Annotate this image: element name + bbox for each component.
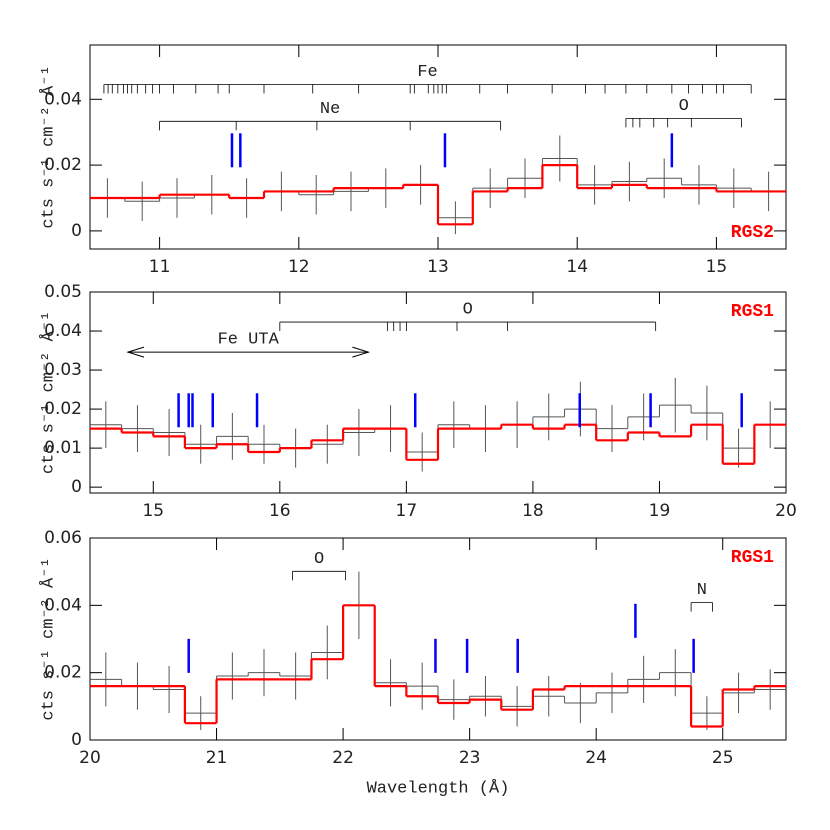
x-tick-label: 25 xyxy=(712,748,734,768)
x-tick-label: 24 xyxy=(585,748,607,768)
bracket-label: O xyxy=(314,550,324,569)
y-tick-label: 0.02 xyxy=(44,155,82,175)
y-tick-label: 0 xyxy=(71,730,82,750)
x-tick-label: 15 xyxy=(142,501,164,521)
y-axis-label: cts s⁻¹ cm⁻² Å⁻¹ xyxy=(39,311,58,474)
panel-label: RGS1 xyxy=(731,548,774,568)
y-tick-label: 0.05 xyxy=(44,282,82,302)
x-tick-label: 23 xyxy=(459,748,481,768)
plot-frame xyxy=(89,537,787,741)
bracket-label: O xyxy=(463,301,473,320)
plot-frame xyxy=(89,291,787,494)
x-tick-label: 20 xyxy=(79,748,101,768)
arrow-head xyxy=(126,346,145,358)
y-tick-label: 0.02 xyxy=(44,399,82,419)
x-tick-label: 19 xyxy=(649,501,671,521)
bracket-label: Fe xyxy=(417,63,437,82)
x-tick-label: 16 xyxy=(269,501,291,521)
x-tick-label: 14 xyxy=(566,257,588,277)
y-tick-label: 0.04 xyxy=(44,321,82,341)
panel-label: RGS1 xyxy=(731,302,774,322)
x-tick-label: 18 xyxy=(522,501,544,521)
x-tick-label: 13 xyxy=(427,257,449,277)
bracket-label: N xyxy=(697,581,707,600)
y-tick-label: 0.01 xyxy=(44,438,82,458)
x-tick-label: 20 xyxy=(775,501,797,521)
x-tick-label: 12 xyxy=(288,257,310,277)
y-tick-label: 0 xyxy=(71,221,82,241)
panel-label: RGS2 xyxy=(731,223,774,243)
y-tick-label: 0.06 xyxy=(44,528,82,548)
y-tick-label: 0.03 xyxy=(44,360,82,380)
y-tick-label: 0.02 xyxy=(44,663,82,683)
x-tick-label: 11 xyxy=(149,257,171,277)
y-tick-label: 0.04 xyxy=(44,89,82,109)
x-axis-label: Wavelength (Å) xyxy=(367,779,510,798)
y-axis-label: cts s⁻¹ cm⁻² Å⁻¹ xyxy=(39,557,58,720)
x-tick-label: 21 xyxy=(206,748,228,768)
x-tick-label: 15 xyxy=(706,257,728,277)
y-tick-label: 0.04 xyxy=(44,595,82,615)
arrow-label: Fe UTA xyxy=(218,331,280,350)
y-tick-label: 0 xyxy=(71,477,82,497)
y-axis-label: cts s⁻¹ cm⁻² Å⁻¹ xyxy=(39,65,58,228)
x-tick-label: 17 xyxy=(396,501,418,521)
arrow-head xyxy=(352,346,371,358)
x-tick-label: 22 xyxy=(332,748,354,768)
bracket-label: Ne xyxy=(320,100,340,119)
bracket-label: O xyxy=(679,97,689,116)
